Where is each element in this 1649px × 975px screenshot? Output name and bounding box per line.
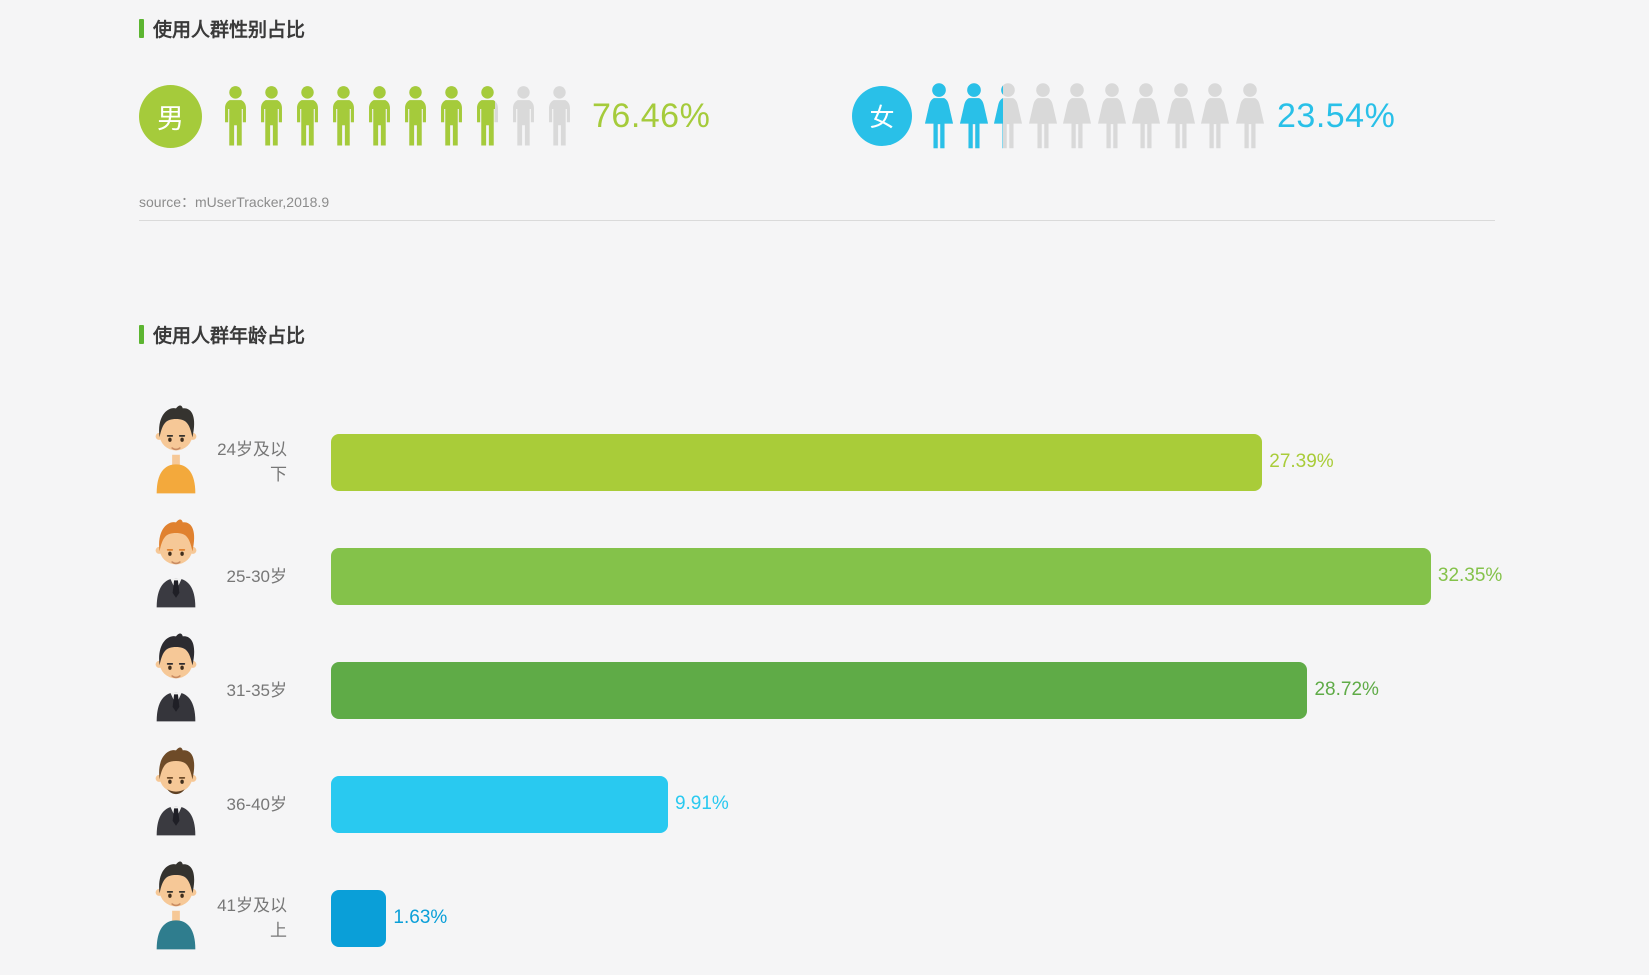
age-category-label: 31-35岁 bbox=[226, 680, 287, 700]
age-row-2: 25-30岁 32.35% bbox=[139, 507, 1649, 621]
male-person-icon bbox=[436, 78, 472, 154]
female-person-icon bbox=[1198, 78, 1233, 154]
age-avatar-2 bbox=[147, 515, 205, 609]
male-person-icon bbox=[364, 78, 400, 154]
title-accent-bar bbox=[139, 325, 144, 344]
age-bar-value: 1.63% bbox=[393, 907, 448, 928]
age-bar bbox=[331, 889, 387, 947]
gender-section-title: 使用人群性别占比 bbox=[139, 15, 1649, 42]
male-person-icon bbox=[220, 78, 256, 154]
male-icon-strip bbox=[220, 78, 580, 154]
age-category-label: 25-30岁 bbox=[226, 566, 287, 586]
male-badge: 男 bbox=[139, 84, 202, 148]
gender-section-title-text: 使用人群性别占比 bbox=[153, 20, 306, 41]
female-person-icon bbox=[1095, 78, 1130, 154]
age-bar-value: 28.72% bbox=[1314, 679, 1379, 700]
male-person-icon bbox=[400, 78, 436, 154]
age-section-title: 使用人群年龄占比 bbox=[139, 321, 1649, 348]
age-bar bbox=[331, 547, 1431, 605]
age-bar-value: 9.91% bbox=[674, 793, 729, 814]
male-person-icon bbox=[256, 78, 292, 154]
age-avatar-1 bbox=[147, 401, 205, 495]
age-bar-value: 27.39% bbox=[1269, 451, 1334, 472]
age-category-label: 36-40岁 bbox=[226, 794, 287, 814]
female-group: 女 23.54% bbox=[852, 78, 1395, 154]
age-bar bbox=[331, 661, 1308, 719]
female-icon-strip bbox=[922, 78, 1267, 154]
male-percent-value: 76.46% bbox=[592, 96, 711, 135]
female-person-icon bbox=[1026, 78, 1061, 154]
female-person-icon bbox=[1164, 78, 1199, 154]
age-row-4: 36-40岁 9.91% bbox=[139, 735, 1649, 849]
section-divider bbox=[139, 220, 1495, 221]
age-bar bbox=[331, 775, 668, 833]
age-bar-chart: 24岁及以下 27.39% 25-30岁 32.35% 31-35岁 28.72% 36-4… bbox=[139, 393, 1649, 963]
age-avatar-4 bbox=[147, 743, 205, 837]
age-row-3: 31-35岁 28.72% bbox=[139, 621, 1649, 735]
male-person-icon bbox=[472, 78, 508, 154]
age-category-label: 41岁及以上 bbox=[217, 896, 287, 940]
age-avatar-3 bbox=[147, 629, 205, 723]
female-person-icon bbox=[1233, 78, 1268, 154]
age-row-5: 41岁及以上 1.63% bbox=[139, 849, 1649, 963]
gender-section: 使用人群性别占比 男 76.46% 女 23.54% source：mUserT… bbox=[139, 15, 1649, 221]
female-person-icon bbox=[991, 78, 1026, 154]
age-bar bbox=[331, 433, 1263, 491]
female-person-icon bbox=[922, 78, 957, 154]
female-person-icon bbox=[1060, 78, 1095, 154]
female-badge: 女 bbox=[852, 86, 912, 146]
age-category-label: 24岁及以下 bbox=[217, 440, 287, 484]
age-section: 使用人群年龄占比 24岁及以下 27.39% 25-30岁 32.35% 31-35岁 2… bbox=[139, 321, 1649, 963]
age-bar-value: 32.35% bbox=[1437, 565, 1503, 586]
age-section-title-text: 使用人群年龄占比 bbox=[153, 326, 306, 347]
male-person-icon bbox=[508, 78, 544, 154]
gender-chart-row: 男 76.46% 女 23.54% bbox=[139, 78, 1649, 154]
female-person-icon bbox=[1129, 78, 1164, 154]
male-person-icon bbox=[292, 78, 328, 154]
source-note: source：mUserTracker,2018.9 bbox=[139, 194, 330, 210]
male-person-icon bbox=[544, 78, 580, 154]
female-percent-value: 23.54% bbox=[1277, 96, 1396, 135]
male-person-icon bbox=[328, 78, 364, 154]
title-accent-bar bbox=[139, 19, 144, 38]
female-person-icon bbox=[957, 78, 992, 154]
male-group: 男 76.46% bbox=[139, 78, 820, 154]
age-avatar-5 bbox=[147, 857, 205, 951]
age-row-1: 24岁及以下 27.39% bbox=[139, 393, 1649, 507]
